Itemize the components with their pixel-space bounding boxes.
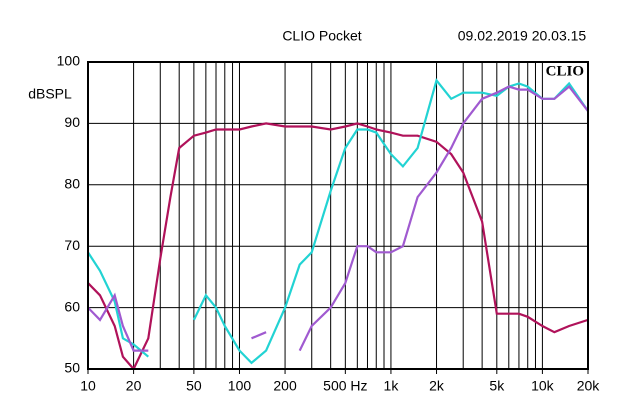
x-tick-label: 10k [531, 378, 555, 394]
timestamp: 09.02.2019 20.03.15 [458, 28, 587, 44]
y-tick-label: 80 [64, 176, 80, 192]
x-tick-label: 10 [80, 378, 96, 394]
x-tick-label: 5k [489, 378, 505, 394]
chart-title: CLIO Pocket [282, 28, 361, 44]
x-tick-label: 2k [429, 378, 445, 394]
series-line [88, 85, 588, 352]
x-tick-label: 20k [577, 378, 601, 394]
series-line [88, 122, 588, 369]
x-tick-label: 1k [384, 378, 400, 394]
y-tick-label: 60 [64, 298, 80, 314]
logo: CLIO [546, 63, 584, 79]
y-axis-label: dBSPL [28, 86, 72, 102]
x-tick-label: 500 Hz [323, 378, 367, 394]
plot-frame [87, 61, 589, 370]
y-tick-label: 90 [64, 114, 80, 130]
x-tick-label: 100 [228, 378, 252, 394]
series-line [88, 78, 588, 365]
y-tick-label: 100 [57, 53, 81, 69]
x-tick-label: 20 [126, 378, 142, 394]
x-tick-label: 50 [186, 378, 202, 394]
x-tick-label: 200 [273, 378, 297, 394]
y-tick-label: 70 [64, 237, 80, 253]
y-tick-label: 50 [64, 360, 80, 376]
